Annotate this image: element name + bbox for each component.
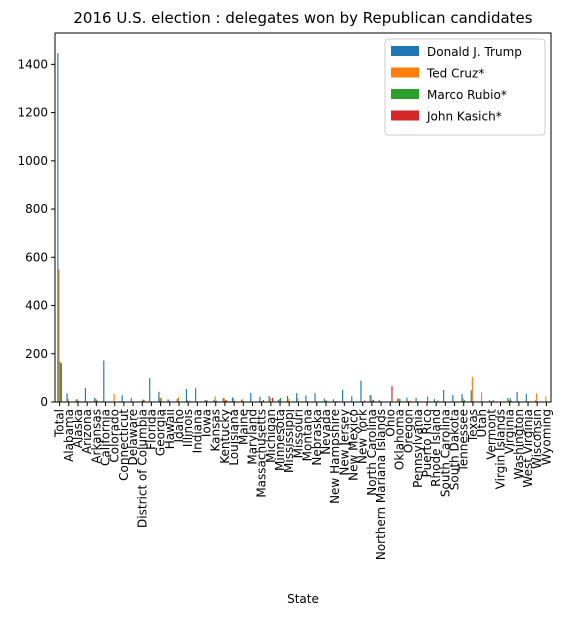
bar: [517, 392, 518, 402]
bar: [223, 398, 224, 402]
bar: [122, 395, 123, 402]
bar: [85, 388, 86, 402]
bar: [66, 393, 67, 402]
legend: Donald J. Trump Ted Cruz* Marco Rubio* John…: [385, 39, 545, 135]
bar: [391, 386, 392, 402]
bar: [270, 398, 271, 402]
bar: [94, 398, 95, 402]
y-tick-label: 800: [25, 202, 48, 216]
bar: [427, 396, 428, 402]
bar: [195, 388, 196, 402]
bar: [472, 377, 473, 402]
legend-label: Ted Cruz*: [426, 67, 484, 81]
legend-swatch: [391, 46, 419, 56]
legend-label: John Kasich*: [426, 110, 502, 124]
bar: [131, 398, 132, 402]
bar: [526, 394, 527, 402]
bar: [272, 398, 273, 402]
bar: [95, 398, 96, 402]
bar: [360, 381, 361, 402]
y-tick-label: 600: [25, 250, 48, 264]
bar: [296, 393, 297, 402]
bar: [452, 395, 453, 402]
bar: [114, 394, 115, 402]
bar: [324, 399, 325, 402]
bar: [259, 397, 260, 402]
bar: [443, 390, 444, 402]
bar: [269, 396, 270, 402]
y-tick-label: 1000: [17, 154, 48, 168]
y-tick-label: 1400: [17, 57, 48, 71]
bar: [159, 398, 160, 402]
bar: [397, 399, 398, 402]
bar: [161, 398, 162, 402]
bar: [461, 394, 462, 402]
bar: [471, 390, 472, 402]
bar: [416, 398, 417, 402]
bar: [61, 363, 62, 402]
y-tick-label: 400: [25, 299, 48, 313]
bar: [536, 393, 537, 402]
bar: [507, 398, 508, 402]
bar: [342, 390, 343, 402]
bar: [510, 398, 511, 402]
bar: [297, 398, 298, 402]
bar: [233, 398, 234, 402]
bar: [545, 396, 546, 402]
bar: [406, 398, 407, 402]
bar: [215, 396, 216, 402]
bar: [178, 397, 179, 402]
bar: [370, 395, 371, 402]
x-axis-title: State: [287, 592, 319, 606]
bar: [314, 393, 315, 402]
bar: [280, 398, 281, 402]
bar: [463, 398, 464, 402]
legend-swatch: [391, 68, 419, 78]
legend-label: Marco Rubio*: [427, 88, 507, 102]
bar: [351, 396, 352, 402]
bar: [186, 389, 187, 402]
y-tick-label: 1200: [17, 106, 48, 120]
chart-title: 2016 U.S. election : delegates won by Re…: [73, 9, 532, 27]
bar: [149, 378, 150, 402]
bar: [305, 395, 306, 402]
y-tick-label: 0: [40, 395, 48, 409]
y-tick-label: 200: [25, 347, 48, 361]
bar: [224, 398, 225, 402]
x-tick-label: Wyoming: [539, 409, 553, 465]
bar: [158, 392, 159, 402]
bar: [103, 361, 104, 402]
legend-label: Donald J. Trump: [427, 45, 522, 59]
bar: [371, 395, 372, 402]
legend-swatch: [391, 111, 419, 121]
bar: [232, 398, 233, 402]
bar: [481, 392, 482, 402]
bar: [250, 393, 251, 402]
bar: [57, 53, 58, 402]
bar: [60, 362, 61, 402]
legend-swatch: [391, 89, 419, 99]
bar: [287, 396, 288, 402]
bar: [58, 269, 59, 402]
bar: [398, 398, 399, 402]
